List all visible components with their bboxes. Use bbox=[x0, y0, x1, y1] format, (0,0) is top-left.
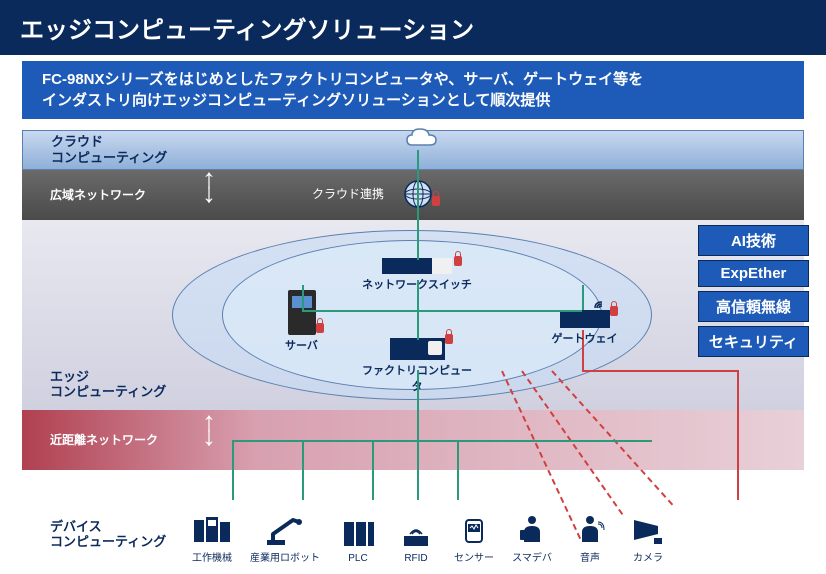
device-label: RFID bbox=[396, 553, 436, 564]
layer-wan-label: 広域ネットワーク bbox=[22, 188, 146, 202]
device-sensor: センサー bbox=[454, 512, 494, 564]
cloud-link-label: クラウド連携 bbox=[312, 185, 384, 202]
lock-icon bbox=[610, 306, 618, 316]
sensor-icon bbox=[454, 512, 494, 547]
device-rfid: RFID bbox=[396, 516, 436, 564]
line-gw-h bbox=[582, 370, 737, 372]
switch-icon bbox=[382, 258, 452, 274]
page-header: エッジコンピューティングソリューション bbox=[0, 0, 826, 55]
subheader-line1: FC-98NXシリーズをはじめとしたファクトリコンピュータや、サーバ、ゲートウェ… bbox=[42, 69, 784, 90]
device-robot: 産業用ロボット bbox=[250, 512, 320, 564]
line-to-gateway bbox=[582, 285, 584, 310]
device-label: センサー bbox=[454, 549, 494, 564]
page-subheader: FC-98NXシリーズをはじめとしたファクトリコンピュータや、サーバ、ゲートウェ… bbox=[22, 61, 804, 119]
device-label: PLC bbox=[338, 553, 378, 564]
line-dev3 bbox=[372, 440, 374, 500]
layer-edge-label: エッジ コンピューティング bbox=[22, 369, 166, 400]
device-label: 工作機械 bbox=[192, 549, 232, 564]
device-label: カメラ bbox=[628, 549, 668, 564]
line-factory-down bbox=[417, 370, 419, 500]
smartdev-icon bbox=[512, 512, 552, 547]
wifi-icon bbox=[560, 298, 610, 310]
rfid-icon bbox=[396, 516, 436, 551]
device-plc: PLC bbox=[338, 516, 378, 564]
line-gw-camera bbox=[737, 370, 739, 500]
plc-icon bbox=[338, 516, 378, 551]
device-machine: 工作機械 bbox=[192, 512, 232, 564]
gateway-node: ゲートウェイ bbox=[547, 298, 622, 346]
line-dev1 bbox=[232, 440, 234, 500]
badge-security: セキュリティ bbox=[698, 326, 809, 357]
line-dev4 bbox=[457, 440, 459, 500]
badge-ai: AI技術 bbox=[698, 225, 809, 256]
page-title: エッジコンピューティングソリューション bbox=[20, 17, 474, 44]
tech-badges: AI技術 ExpEther 高信頼無線 セキュリティ bbox=[698, 225, 809, 357]
line-dev2 bbox=[302, 440, 304, 500]
layer-device-label: デバイス コンピューティング bbox=[22, 519, 166, 550]
lock-icon bbox=[432, 196, 440, 206]
machine-icon bbox=[192, 512, 232, 547]
voice-icon bbox=[570, 512, 610, 547]
device-label: 音声 bbox=[570, 549, 610, 564]
subheader-line2: インダストリ向けエッジコンピューティングソリューションとして順次提供 bbox=[42, 90, 784, 111]
layer-lan-label: 近距離ネットワーク bbox=[22, 433, 158, 447]
lock-icon bbox=[454, 256, 462, 266]
device-label: スマデバ bbox=[512, 549, 552, 564]
line-cloud-to-switch bbox=[417, 150, 419, 260]
gateway-icon bbox=[560, 310, 610, 328]
device-voice: 音声 bbox=[570, 512, 610, 564]
camera-icon bbox=[628, 512, 668, 547]
architecture-diagram: クラウド コンピューティング 広域ネットワーク エッジ コンピューティング 近距… bbox=[22, 130, 804, 564]
device-row: 工作機械 産業用ロボット PLC RFID センサー スマデバ 音声 カメラ bbox=[192, 512, 804, 564]
factory-icon bbox=[390, 338, 445, 360]
gateway-label: ゲートウェイ bbox=[547, 330, 622, 346]
lock-icon bbox=[316, 323, 324, 333]
layer-cloud-label: クラウド コンピューティング bbox=[23, 134, 167, 165]
cloud-icon bbox=[402, 125, 442, 153]
server-label: サーバ bbox=[274, 337, 329, 353]
robot-icon bbox=[265, 512, 305, 547]
device-camera: カメラ bbox=[628, 512, 668, 564]
badge-wireless: 高信頼無線 bbox=[698, 291, 809, 322]
line-lan-bus bbox=[232, 440, 652, 442]
device-smartdev: スマデバ bbox=[512, 512, 552, 564]
line-to-server bbox=[302, 285, 304, 310]
device-label: 産業用ロボット bbox=[250, 549, 320, 564]
wan-arrows-icon: ↑↓ bbox=[202, 172, 216, 200]
badge-expether: ExpEther bbox=[698, 260, 809, 287]
line-server-gateway bbox=[302, 310, 582, 312]
lock-icon bbox=[445, 334, 453, 344]
lan-arrows-icon: ↑↓ bbox=[202, 415, 216, 443]
